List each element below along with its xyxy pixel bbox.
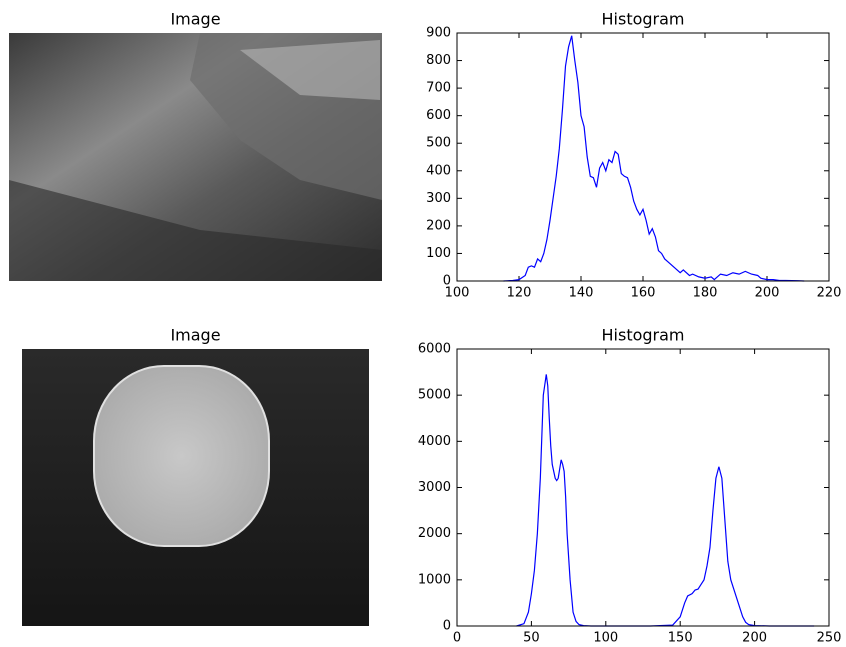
y-tick-label: 2000 — [418, 526, 451, 541]
image-title: Image — [170, 326, 220, 345]
y-tick-label: 1000 — [418, 572, 451, 587]
x-tick-label: 150 — [668, 631, 693, 646]
y-tick-label: 3000 — [418, 480, 451, 495]
y-tick-label: 300 — [426, 191, 451, 206]
y-tick-label: 6000 — [418, 342, 451, 357]
image-1 — [9, 33, 382, 281]
x-tick-label: 120 — [507, 286, 532, 301]
x-tick-label: 100 — [445, 286, 470, 301]
y-tick-label: 5000 — [418, 388, 451, 403]
image-title: Image — [170, 10, 220, 29]
chart-title: Histogram — [602, 326, 685, 345]
y-tick-label: 200 — [426, 218, 451, 233]
x-tick-label: 100 — [593, 631, 618, 646]
y-tick-label: 900 — [426, 26, 451, 41]
y-tick-label: 800 — [426, 53, 451, 68]
x-tick-label: 220 — [817, 286, 842, 301]
y-tick-label: 100 — [426, 246, 451, 261]
x-tick-label: 140 — [569, 286, 594, 301]
chart-title: Histogram — [602, 10, 685, 29]
axes-frame — [456, 348, 830, 627]
x-tick-label: 160 — [631, 286, 656, 301]
histogram-line — [516, 374, 815, 627]
y-tick-label: 400 — [426, 163, 451, 178]
x-tick-label: 50 — [523, 631, 540, 646]
y-tick-label: 500 — [426, 136, 451, 151]
x-tick-label: 0 — [453, 631, 461, 646]
axes-frame — [456, 32, 830, 282]
y-tick-label: 4000 — [418, 434, 451, 449]
x-tick-label: 200 — [742, 631, 767, 646]
y-tick-label: 600 — [426, 108, 451, 123]
x-tick-label: 180 — [693, 286, 718, 301]
histogram-line — [503, 35, 805, 282]
image-2 — [22, 349, 369, 626]
y-tick-label: 0 — [443, 619, 451, 634]
y-tick-label: 0 — [443, 274, 451, 289]
x-tick-label: 200 — [755, 286, 780, 301]
y-tick-label: 700 — [426, 81, 451, 96]
x-tick-label: 250 — [817, 631, 842, 646]
